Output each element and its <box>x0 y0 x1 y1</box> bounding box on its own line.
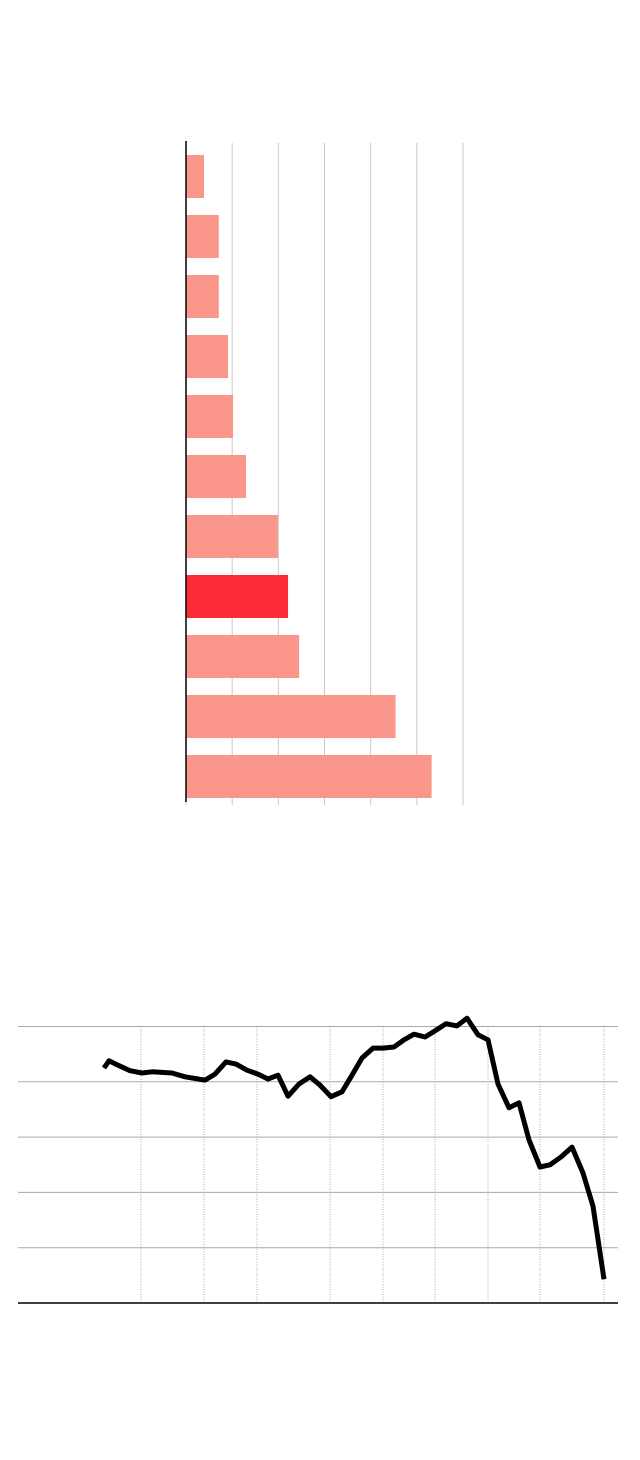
bar <box>186 455 247 498</box>
line <box>101 1015 607 1280</box>
bar <box>186 215 219 258</box>
bar <box>186 695 396 738</box>
bar <box>186 275 219 318</box>
bar <box>186 155 205 198</box>
bar <box>186 755 432 798</box>
bar <box>186 635 300 678</box>
bar <box>186 335 229 378</box>
bar <box>186 575 289 618</box>
bar <box>186 395 234 438</box>
bar <box>186 515 278 558</box>
